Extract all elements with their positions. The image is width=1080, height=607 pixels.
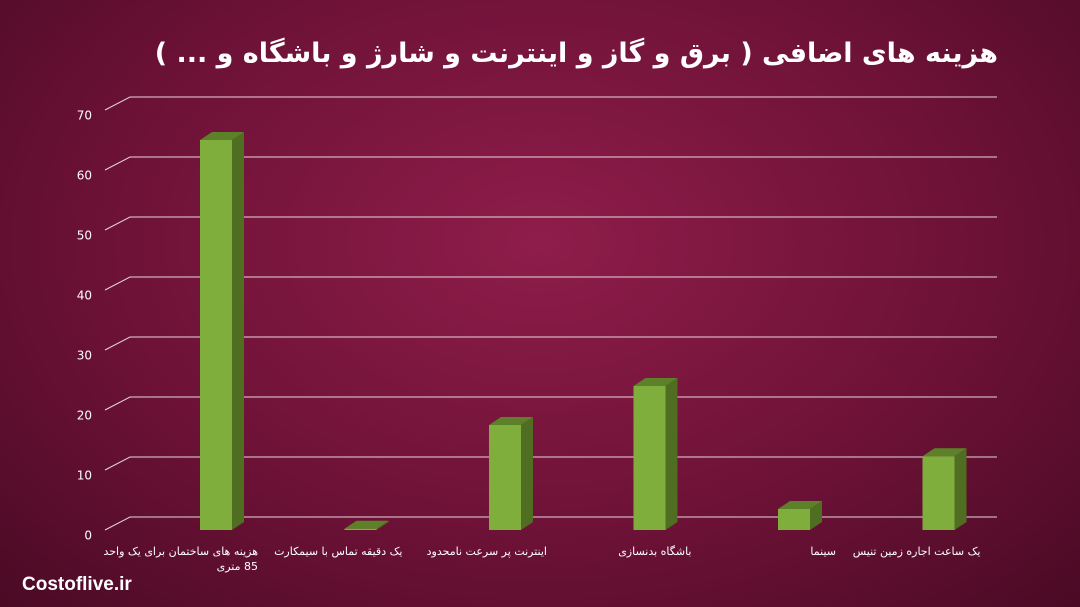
grid-line	[104, 516, 997, 531]
x-tick-label: باشگاه بدنسازی	[618, 545, 692, 558]
y-tick-label: 20	[77, 409, 92, 423]
x-tick-label: یک ساعت اجاره زمین تنیس	[852, 545, 981, 558]
bar-face	[954, 448, 967, 530]
y-tick-label: 0	[84, 529, 92, 543]
grid-line	[104, 276, 997, 291]
bar-face	[489, 417, 533, 425]
chart-title: هزینه های اضافی ( برق و گاز و اینترنت و …	[154, 38, 998, 69]
y-tick-label: 50	[77, 229, 92, 243]
bar-face	[633, 378, 678, 386]
grid-line	[104, 396, 997, 411]
bar-face	[521, 417, 533, 530]
bar	[344, 520, 389, 530]
bar-face	[200, 140, 232, 530]
grid-line	[104, 156, 997, 171]
bar-face	[344, 520, 389, 529]
x-tick-label: سینما	[810, 545, 836, 558]
y-tick-label: 10	[77, 469, 92, 483]
bar-face	[200, 132, 244, 140]
bar	[922, 448, 967, 530]
y-tick-label: 70	[77, 109, 92, 123]
grid-line	[104, 96, 997, 111]
bar-face	[633, 386, 666, 530]
watermark: Costoflive.ir	[22, 574, 132, 595]
x-tick-label: یک دقیقه تماس با سیمکارت	[274, 545, 403, 558]
bar-face	[232, 132, 244, 530]
y-tick-label: 40	[77, 289, 92, 303]
bar-face	[344, 528, 377, 530]
y-tick-label: 30	[77, 349, 92, 363]
bar-face	[489, 425, 521, 530]
grid-line	[104, 336, 997, 351]
bar-face	[922, 448, 967, 457]
bar-face	[665, 378, 678, 530]
grid-line	[104, 456, 997, 471]
bar-face	[778, 501, 822, 509]
bar-face	[778, 509, 810, 530]
bar-face	[810, 501, 822, 530]
x-tick-label: اینترنت پر سرعت نامحدود	[426, 545, 547, 558]
x-tick-label: هزینه های ساختمان برای یک واحد 85 متری	[103, 545, 258, 573]
bar	[633, 378, 678, 530]
bar-face	[922, 456, 955, 530]
grid-line	[104, 216, 997, 231]
bar	[200, 132, 244, 530]
bar	[489, 417, 533, 530]
bar	[778, 501, 822, 530]
y-tick-label: 60	[77, 169, 92, 183]
bar-face	[376, 520, 389, 530]
